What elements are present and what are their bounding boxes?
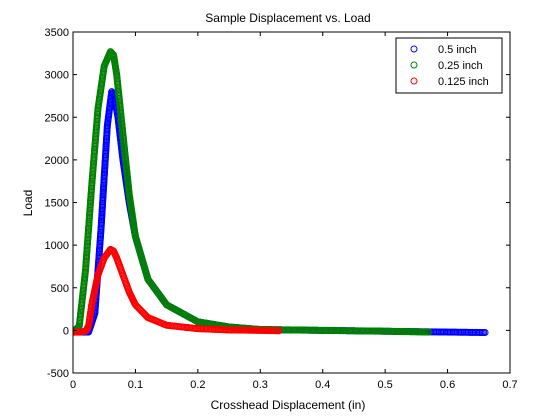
y-tick-label: 2000	[45, 155, 69, 167]
legend-marker	[410, 77, 418, 85]
y-tick-label: 3500	[45, 27, 69, 39]
data-point	[481, 329, 489, 337]
x-axis-label: Crosshead Displacement (in)	[211, 398, 366, 412]
series-3	[73, 245, 283, 336]
legend-label: 0.125 inch	[438, 76, 489, 88]
y-axis-label: Load	[21, 190, 35, 217]
series-2	[73, 48, 433, 336]
data-point	[275, 327, 283, 335]
legend-item: 0.25 inch	[410, 60, 483, 72]
x-tick-label: 0.2	[190, 379, 205, 391]
legend-item: 0.5 inch	[410, 44, 477, 56]
x-tick-label: 0.7	[502, 379, 517, 391]
legend-marker	[410, 45, 418, 53]
legend-marker	[410, 61, 418, 69]
legend: 0.5 inch 0.25 inch 0.125 inch	[395, 37, 503, 94]
x-tick-label: 0.5	[377, 379, 392, 391]
y-tick-label: 0	[63, 325, 69, 337]
axes-layer: 0 0.1 0.2 0.3 0.4 0.5 0.6 0.7-50005001000150020…	[45, 27, 518, 391]
y-tick-label: 1000	[45, 240, 69, 252]
plot-layer	[73, 48, 489, 337]
x-tick-label: 0.1	[128, 379, 143, 391]
x-tick-label: 0	[70, 379, 76, 391]
legend-item: 0.125 inch	[410, 76, 489, 88]
legend-label: 0.5 inch	[438, 44, 477, 56]
x-tick-label: 0.6	[440, 379, 455, 391]
x-tick-label: 0.4	[315, 379, 330, 391]
y-tick-label: 2500	[45, 112, 69, 124]
y-tick-label: 3000	[45, 70, 69, 82]
x-tick-label: 0.3	[253, 379, 268, 391]
y-tick-label: 1500	[45, 198, 69, 210]
data-point	[425, 328, 433, 336]
y-tick-label: 500	[51, 283, 69, 295]
y-tick-label: -500	[47, 368, 69, 380]
chart-title: Sample Displacement vs. Load	[205, 11, 370, 25]
legend-label: 0.25 inch	[438, 60, 483, 72]
